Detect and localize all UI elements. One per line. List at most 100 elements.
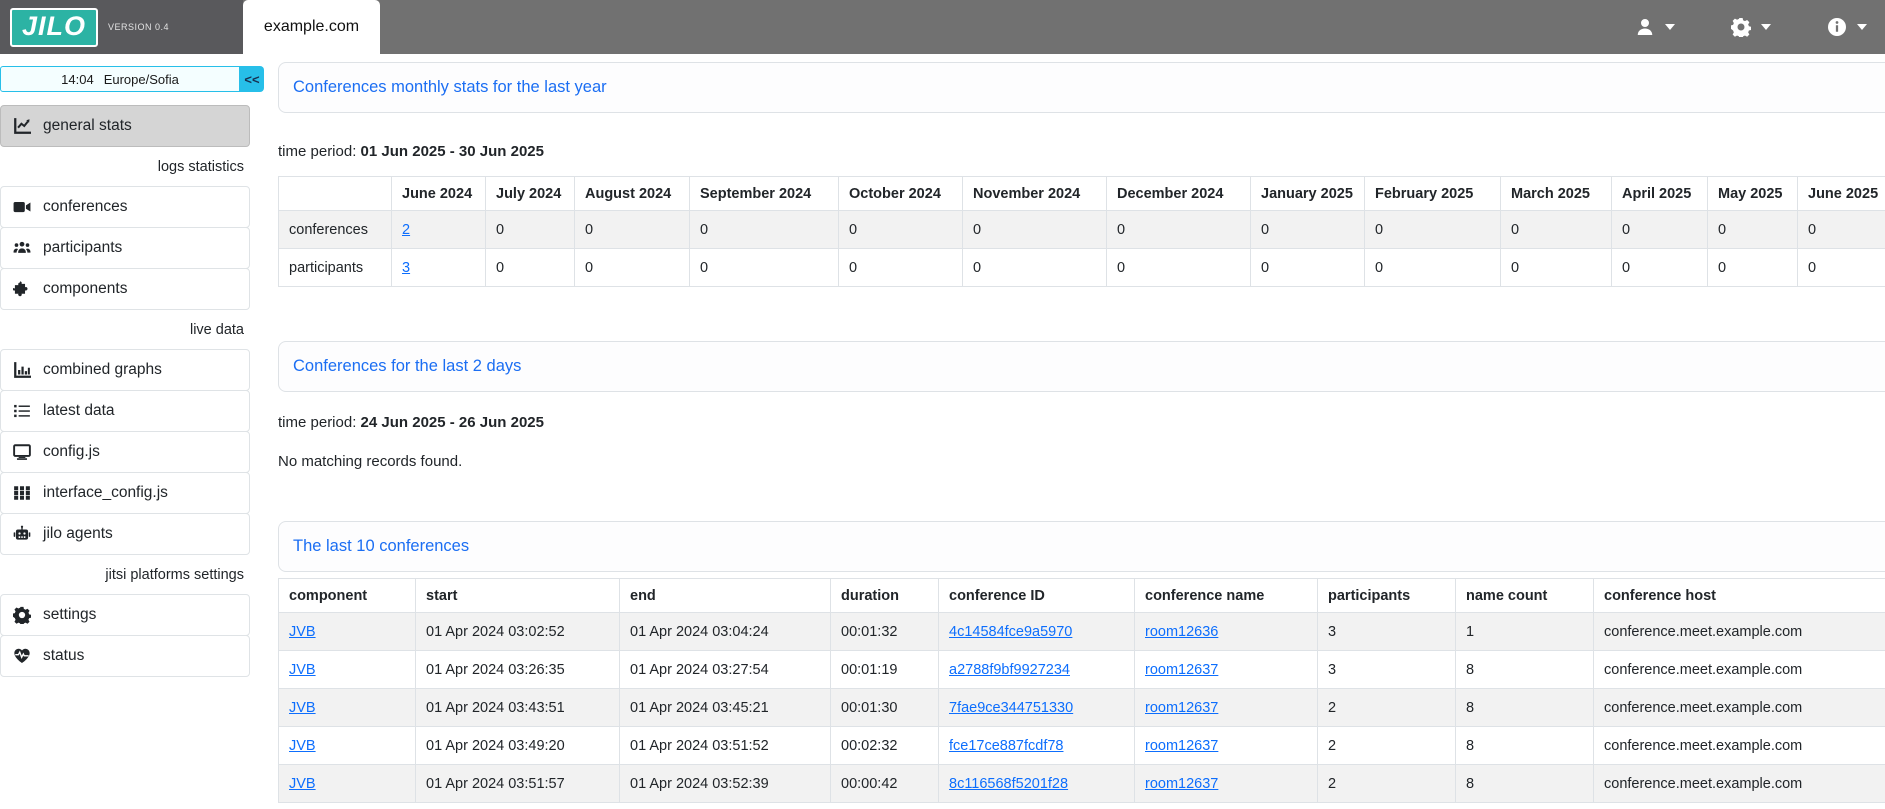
column-header: end [619,578,831,613]
conference-id-link[interactable]: fce17ce887fcdf78 [949,737,1064,754]
component-link[interactable]: JVB [289,661,316,678]
table-cell: 8 [1455,764,1594,803]
column-header: component [278,578,416,613]
table-cell: 0 [574,210,690,249]
sidebar-item-settings[interactable]: settings [0,594,250,636]
monthly-header-row: June 2024 July 2024 August 2024 Septembe… [278,176,1885,211]
table-cell: room12637 [1134,764,1318,803]
table-cell: 0 [1250,210,1365,249]
conference-name-link[interactable]: room12637 [1145,661,1219,678]
conference-name-link[interactable]: room12637 [1145,699,1219,716]
conference-name-link[interactable]: room12637 [1145,775,1219,792]
table-cell: 01 Apr 2024 03:04:24 [619,612,831,651]
clock-timezone: Europe/Sofia [103,71,179,87]
column-header: conference host [1593,578,1885,613]
table-row: JVB 01 Apr 2024 03:51:57 01 Apr 2024 03:… [278,764,1885,803]
table-row: JVB 01 Apr 2024 03:26:35 01 Apr 2024 03:… [278,650,1885,689]
table-cell: 0 [1500,210,1612,249]
sidebar-item-conferences[interactable]: conferences [0,186,250,228]
table-cell: conference.meet.example.com [1593,764,1885,803]
conference-id-link[interactable]: 7fae9ce344751330 [949,699,1074,716]
table-cell: JVB [278,764,416,803]
monthly-conferences-count-link[interactable]: 2 [402,221,411,238]
settings-menu[interactable] [1731,17,1771,37]
sidebar-item-participants[interactable]: participants [0,227,250,269]
last10-title-link[interactable]: The last 10 conferences [293,537,470,555]
column-header: August 2024 [574,176,690,211]
table-cell: conference.meet.example.com [1593,688,1885,727]
monthly-participants-count-link[interactable]: 3 [402,259,411,276]
chevron-down-icon [1761,24,1771,30]
component-link[interactable]: JVB [289,699,316,716]
last10-conferences-table: component start end duration conference … [278,578,1885,803]
table-cell: room12636 [1134,612,1318,651]
table-cell: 0 [1364,210,1501,249]
monthly-stats-title-link[interactable]: Conferences monthly stats for the last y… [293,78,607,96]
table-cell: 0 [962,210,1107,249]
app-logo[interactable]: JILO [10,7,99,47]
sidebar-item-interface-config-js[interactable]: interface_config.js [0,472,250,514]
conference-name-link[interactable]: room12637 [1145,737,1219,754]
sidebar-item-combined-graphs[interactable]: combined graphs [0,349,250,391]
conference-id-link[interactable]: a2788f9bf9927234 [949,661,1070,678]
table-cell: JVB [278,650,416,689]
monitor-icon [13,443,31,461]
table-cell: a2788f9bf9927234 [938,650,1135,689]
table-cell: 00:02:32 [830,726,939,765]
table-row: JVB 01 Apr 2024 03:49:20 01 Apr 2024 03:… [278,726,1885,765]
column-header: February 2025 [1364,176,1501,211]
tab-example-com[interactable]: example.com [243,0,380,54]
component-link[interactable]: JVB [289,737,316,754]
table-cell: 8 [1455,726,1594,765]
sidebar-item-general-stats[interactable]: general stats [0,105,250,147]
column-header: April 2025 [1611,176,1708,211]
heart-pulse-icon [13,647,31,665]
column-header: participants [1317,578,1456,613]
component-link[interactable]: JVB [289,623,316,640]
table-cell: conference.meet.example.com [1593,650,1885,689]
time-period-value: 24 Jun 2025 - 26 Jun 2025 [360,414,544,431]
last2days-card-header: Conferences for the last 2 days [278,341,1885,392]
table-cell: conference.meet.example.com [1593,726,1885,765]
table-cell: 8c116568f5201f28 [938,764,1135,803]
last2days-title-link[interactable]: Conferences for the last 2 days [293,357,522,375]
table-cell: 0 [1250,248,1365,287]
table-cell: 00:01:19 [830,650,939,689]
sidebar-item-jilo-agents[interactable]: jilo agents [0,513,250,555]
sidebar-clock-row: 14:04 Europe/Sofia << [0,66,266,92]
conference-id-link[interactable]: 4c14584fce9a5970 [949,623,1073,640]
table-cell: 0 [838,210,963,249]
column-header: conference ID [938,578,1135,613]
column-header: July 2024 [485,176,575,211]
sidebar-collapse-button[interactable]: << [240,66,264,92]
bar-chart-icon [13,361,31,379]
table-cell: 0 [1106,248,1251,287]
table-cell: 0 [574,248,690,287]
table-cell: 00:01:30 [830,688,939,727]
user-menu[interactable] [1635,17,1675,37]
component-link[interactable]: JVB [289,775,316,792]
sidebar-item-latest-data[interactable]: latest data [0,390,250,432]
sidebar-item-components[interactable]: components [0,268,250,310]
row-label: participants [278,248,392,287]
column-header: January 2025 [1250,176,1365,211]
table-cell: 0 [689,210,839,249]
sidebar-item-config-js[interactable]: config.js [0,431,250,473]
table-cell: 01 Apr 2024 03:43:51 [415,688,620,727]
table-cell: 2 [391,210,486,249]
table-cell: 0 [1106,210,1251,249]
sidebar-item-label: participants [43,239,123,256]
column-header: name count [1455,578,1594,613]
conference-id-link[interactable]: 8c116568f5201f28 [949,775,1069,792]
sidebar-item-label: combined graphs [43,361,162,378]
column-header: October 2024 [838,176,963,211]
conference-name-link[interactable]: room12636 [1145,623,1219,640]
sidebar-item-status[interactable]: status [0,635,250,677]
table-cell: room12637 [1134,650,1318,689]
table-cell: 0 [1797,210,1885,249]
table-cell: 1 [1455,612,1594,651]
info-menu[interactable] [1827,17,1867,37]
column-header: conference name [1134,578,1318,613]
time-period-label: time period: [278,143,357,160]
table-cell: 0 [689,248,839,287]
